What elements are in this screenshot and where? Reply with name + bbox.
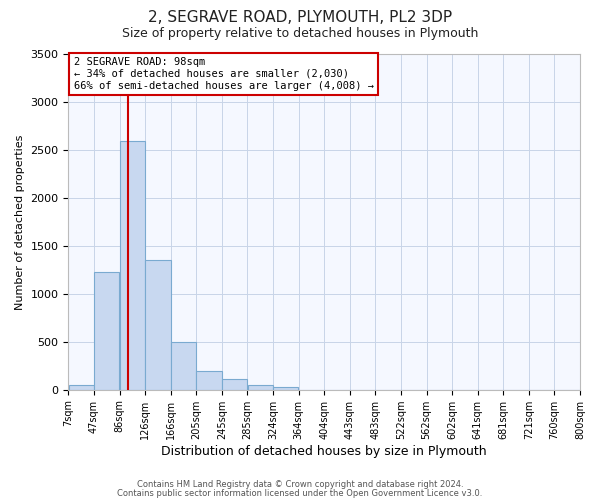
Text: Contains HM Land Registry data © Crown copyright and database right 2024.: Contains HM Land Registry data © Crown c…: [137, 480, 463, 489]
Bar: [94, 272, 119, 390]
Text: 2, SEGRAVE ROAD, PLYMOUTH, PL2 3DP: 2, SEGRAVE ROAD, PLYMOUTH, PL2 3DP: [148, 10, 452, 25]
Y-axis label: Number of detached properties: Number of detached properties: [15, 134, 25, 310]
Text: 2 SEGRAVE ROAD: 98sqm
← 34% of detached houses are smaller (2,030)
66% of semi-d: 2 SEGRAVE ROAD: 98sqm ← 34% of detached …: [74, 58, 374, 90]
X-axis label: Distribution of detached houses by size in Plymouth: Distribution of detached houses by size …: [161, 444, 487, 458]
Bar: [171, 342, 196, 390]
Text: Size of property relative to detached houses in Plymouth: Size of property relative to detached ho…: [122, 28, 478, 40]
Bar: [248, 385, 273, 390]
Bar: [68, 385, 94, 390]
Bar: [196, 370, 222, 390]
Bar: [222, 379, 247, 390]
Bar: [273, 387, 298, 390]
Bar: [119, 142, 145, 390]
Bar: [145, 260, 170, 390]
Text: Contains public sector information licensed under the Open Government Licence v3: Contains public sector information licen…: [118, 488, 482, 498]
